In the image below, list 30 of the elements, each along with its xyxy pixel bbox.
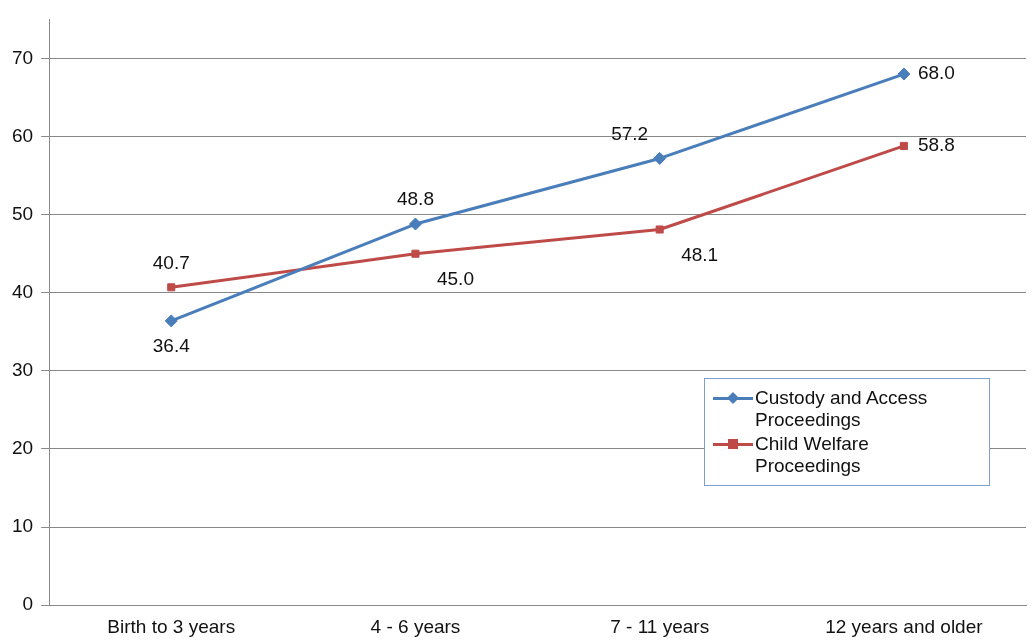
x-tick-label: 7 - 11 years [610, 615, 710, 637]
x-tick-label: 12 years and older [825, 615, 984, 637]
x-tick-label: 4 - 6 years [370, 615, 461, 637]
y-tick-label: 20 [11, 437, 34, 459]
data-label: 68.0 [917, 62, 955, 84]
data-label: 36.4 [152, 335, 191, 357]
point [167, 283, 176, 292]
point [897, 67, 911, 81]
y-tick-label: 30 [11, 359, 34, 381]
point [655, 225, 664, 234]
data-label: 45.0 [436, 267, 474, 289]
y-tick-label: 70 [11, 46, 34, 68]
data-label: 57.2 [611, 122, 649, 144]
point [653, 151, 667, 165]
y-tick-label: 60 [11, 124, 34, 146]
y-tick-label: 10 [11, 515, 34, 537]
y-tick-label: 40 [11, 281, 34, 303]
point [408, 217, 422, 231]
data-label: 40.7 [152, 251, 190, 273]
data-label: 58.8 [917, 134, 955, 156]
data-label: 48.8 [396, 188, 434, 210]
point [899, 141, 908, 150]
legend-label: Custody and Access Proceedings [755, 387, 929, 432]
point [411, 249, 420, 258]
point [164, 314, 178, 328]
y-tick-label: 50 [11, 202, 34, 224]
data-label: 48.1 [681, 243, 719, 265]
y-tick-label: 0 [22, 593, 34, 615]
legend-label: Child Welfare Proceedings [755, 433, 870, 478]
x-tick-label: Birth to 3 years [107, 615, 236, 637]
